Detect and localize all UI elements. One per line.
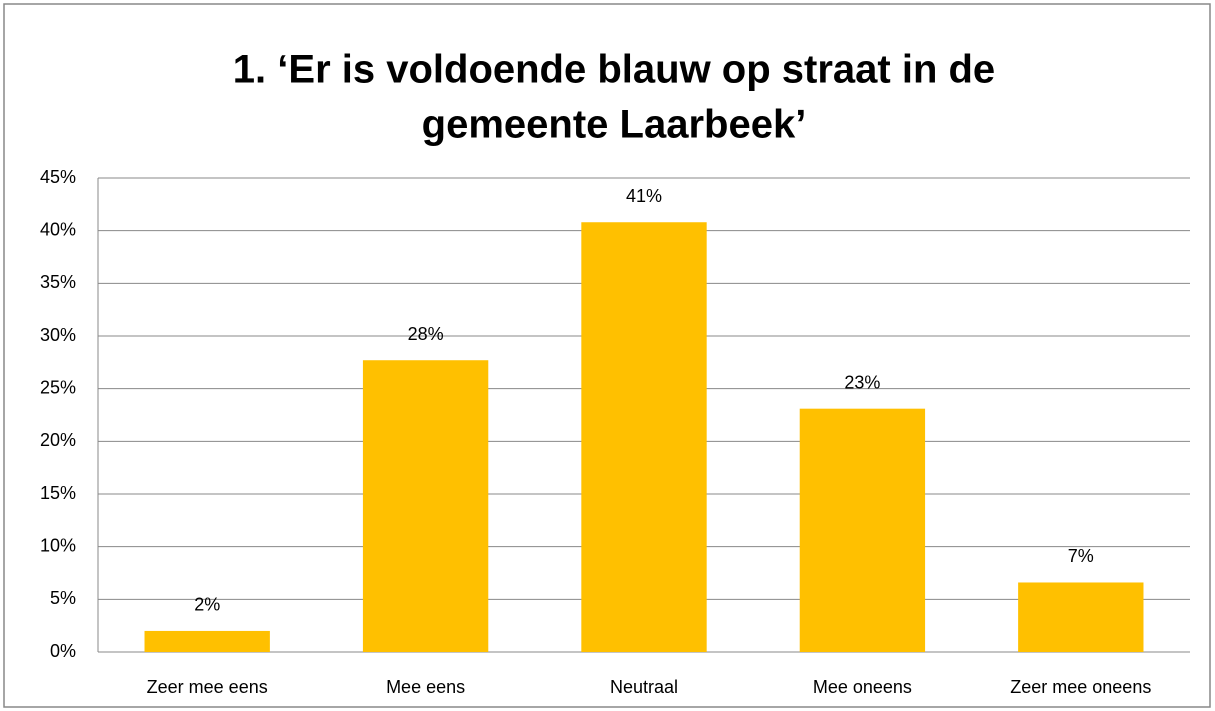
y-tick-label: 10% — [40, 535, 76, 555]
data-label: 2% — [194, 595, 220, 615]
x-tick-label: Mee oneens — [813, 677, 912, 697]
x-tick-label: Zeer mee oneens — [1010, 677, 1151, 697]
chart-title: gemeente Laarbeek’ — [422, 103, 807, 147]
y-tick-label: 40% — [40, 219, 76, 239]
data-label: 7% — [1068, 546, 1094, 566]
bar — [144, 630, 270, 652]
bar — [1018, 582, 1144, 652]
y-tick-label: 0% — [50, 641, 76, 661]
data-label: 41% — [626, 186, 662, 206]
x-tick-label: Neutraal — [610, 677, 678, 697]
y-tick-label: 35% — [40, 272, 76, 292]
y-tick-label: 15% — [40, 483, 76, 503]
data-label: 28% — [408, 324, 444, 344]
bar — [362, 360, 489, 652]
x-tick-label: Mee eens — [386, 677, 465, 697]
y-tick-label: 20% — [40, 430, 76, 450]
bar — [799, 408, 926, 652]
y-tick-label: 5% — [50, 588, 76, 608]
bar — [581, 222, 707, 653]
data-label: 23% — [844, 372, 880, 392]
y-tick-label: 30% — [40, 325, 76, 345]
chart-title: 1. ‘Er is voldoende blauw op straat in d… — [233, 48, 995, 92]
x-tick-label: Zeer mee eens — [147, 677, 268, 697]
y-tick-label: 25% — [40, 377, 76, 397]
y-tick-label: 45% — [40, 167, 76, 187]
